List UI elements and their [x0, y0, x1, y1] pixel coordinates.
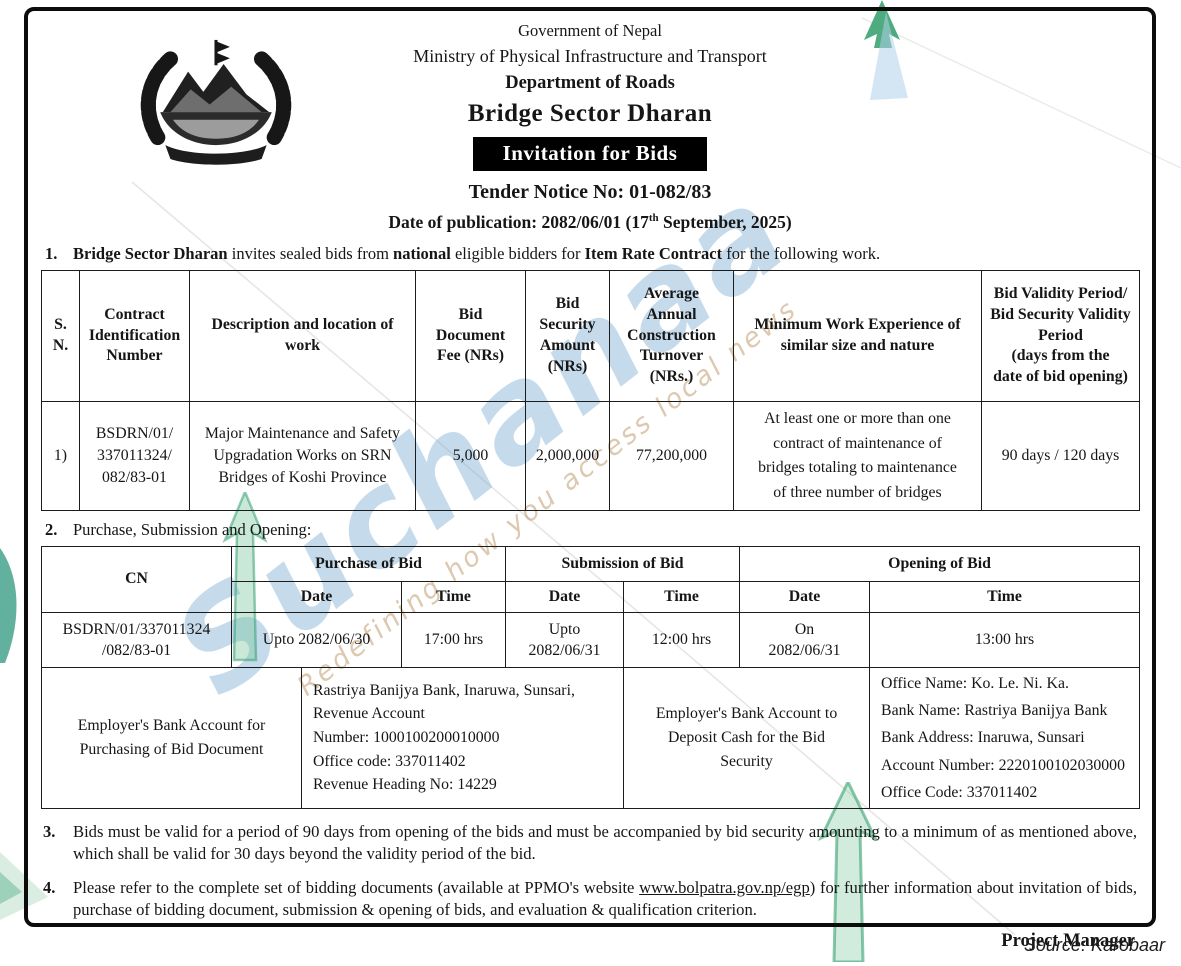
- department-line: Department of Roads: [505, 73, 675, 94]
- cell-purchase-date: Upto 2082/06/30: [231, 612, 402, 669]
- submission-date-header: Date: [505, 581, 625, 614]
- col-experience: Minimum Work Experience of similar size …: [733, 270, 982, 403]
- cell-opening-time: 13:00 hrs: [869, 612, 1141, 669]
- schedule-table: CN Purchase of Bid Submission of Bid Ope…: [41, 546, 1141, 809]
- bid-table-header-row: S. N. Contract Identification Number Des…: [41, 270, 1140, 403]
- deposit-account-details: Office Name: Ko. Le. Ni. Ka. Bank Name: …: [869, 667, 1141, 809]
- cell-sn: 1): [41, 401, 80, 512]
- clause-2-title: Purchase, Submission and Opening:: [73, 520, 312, 540]
- bid-details-table: S. N. Contract Identification Number Des…: [41, 270, 1140, 512]
- cell-cn: BSDRN/01/337011324 /082/83-01: [41, 612, 232, 669]
- source-attribution: Source: Karobaar: [1023, 935, 1165, 955]
- clause-4-number: 4.: [43, 877, 56, 897]
- col-description: Description and location of work: [189, 270, 416, 403]
- bank-accounts-row: Employer's Bank Account for Purchasing o…: [41, 667, 1141, 809]
- cell-submission-date: Upto 2082/06/31: [505, 612, 625, 669]
- cell-validity: 90 days / 120 days: [981, 401, 1140, 512]
- tender-notice-number: Tender Notice No: 01-082/83: [468, 180, 712, 203]
- col-validity: Bid Validity Period/ Bid Security Validi…: [981, 270, 1140, 403]
- purchase-account-details: Rastriya Banijya Bank, Inaruwa, Sunsari,…: [300, 667, 625, 809]
- clause-3: 3. Bids must be valid for a period of 90…: [41, 821, 1139, 865]
- cell-opening-date: On 2082/06/31: [739, 612, 871, 669]
- group-purchase: Purchase of Bid: [230, 546, 507, 583]
- opening-date-header: Date: [739, 581, 871, 614]
- government-line: Government of Nepal: [518, 21, 662, 40]
- col-sn: S. N.: [41, 270, 80, 403]
- notice-content: Government of Nepal Ministry of Physical…: [28, 11, 1152, 951]
- purchase-account-label: Employer's Bank Account for Purchasing o…: [41, 667, 302, 809]
- clause-1: 1. Bridge Sector Dharan invites sealed b…: [43, 243, 1137, 264]
- nepal-emblem-icon: [140, 39, 292, 165]
- schedule-data-row: BSDRN/01/337011324 /082/83-01 Upto 2082/…: [41, 612, 1141, 669]
- group-opening: Opening of Bid: [739, 546, 1141, 583]
- clause-1-text: Bridge Sector Dharan invites sealed bids…: [73, 243, 881, 263]
- ppmo-website-link: www.bolpatra.gov.np/egp: [639, 877, 810, 897]
- notice-header: Government of Nepal Ministry of Physical…: [41, 21, 1139, 234]
- clause-3-number: 3.: [43, 821, 56, 841]
- cell-submission-time: 12:00 hrs: [623, 612, 741, 669]
- cell-contract-id: BSDRN/01/ 337011324/ 082/83-01: [79, 401, 190, 512]
- cell-purchase-time: 17:00 hrs: [400, 612, 507, 669]
- clause-2: 2. Purchase, Submission and Opening:: [43, 520, 1137, 540]
- invitation-banner: Invitation for Bids: [472, 136, 708, 171]
- signature-title: Project Manager: [1001, 931, 1135, 952]
- cell-experience: At least one or more than one contract o…: [733, 401, 982, 512]
- clause-1-number: 1.: [45, 243, 58, 263]
- col-cn: CN: [41, 546, 232, 614]
- col-contract-id: Contract Identification Number: [79, 270, 190, 403]
- purchase-time-header: Time: [400, 581, 507, 614]
- notice-border-frame: Government of Nepal Ministry of Physical…: [24, 7, 1156, 951]
- col-turnover: Average Annual Construction Turnover (NR…: [609, 270, 734, 403]
- clause-4: 4. Please refer to the complete set of b…: [41, 877, 1139, 921]
- group-submission: Submission of Bid: [505, 546, 741, 583]
- cell-description: Major Maintenance and Safety Upgradation…: [189, 401, 416, 512]
- clause-3-text: Bids must be valid for a period of 90 da…: [73, 821, 1137, 863]
- opening-time-header: Time: [869, 581, 1141, 614]
- ministry-line: Ministry of Physical Infrastructure and …: [413, 45, 767, 66]
- cell-turnover: 77,200,000: [609, 401, 734, 512]
- bid-table-data-row: 1) BSDRN/01/ 337011324/ 082/83-01 Major …: [41, 401, 1140, 512]
- clause-2-number: 2.: [45, 520, 58, 540]
- schedule-group-header-row: CN Purchase of Bid Submission of Bid Ope…: [41, 546, 1141, 614]
- purchase-date-header: Date: [231, 581, 402, 614]
- deposit-account-label: Employer's Bank Account to Deposit Cash …: [623, 667, 871, 809]
- col-bid-security: Bid Security Amount (NRs): [525, 270, 610, 403]
- office-title: Bridge Sector Dharan: [467, 100, 713, 128]
- cell-document-fee: 5,000: [415, 401, 526, 512]
- publication-date: Date of publication: 2082/06/01 (17th Se…: [388, 211, 792, 232]
- submission-time-header: Time: [623, 581, 741, 614]
- col-document-fee: Bid Document Fee (NRs): [415, 270, 526, 403]
- cell-bid-security: 2,000,000: [525, 401, 610, 512]
- clause-4-text: Please refer to the complete set of bidd…: [73, 877, 1137, 920]
